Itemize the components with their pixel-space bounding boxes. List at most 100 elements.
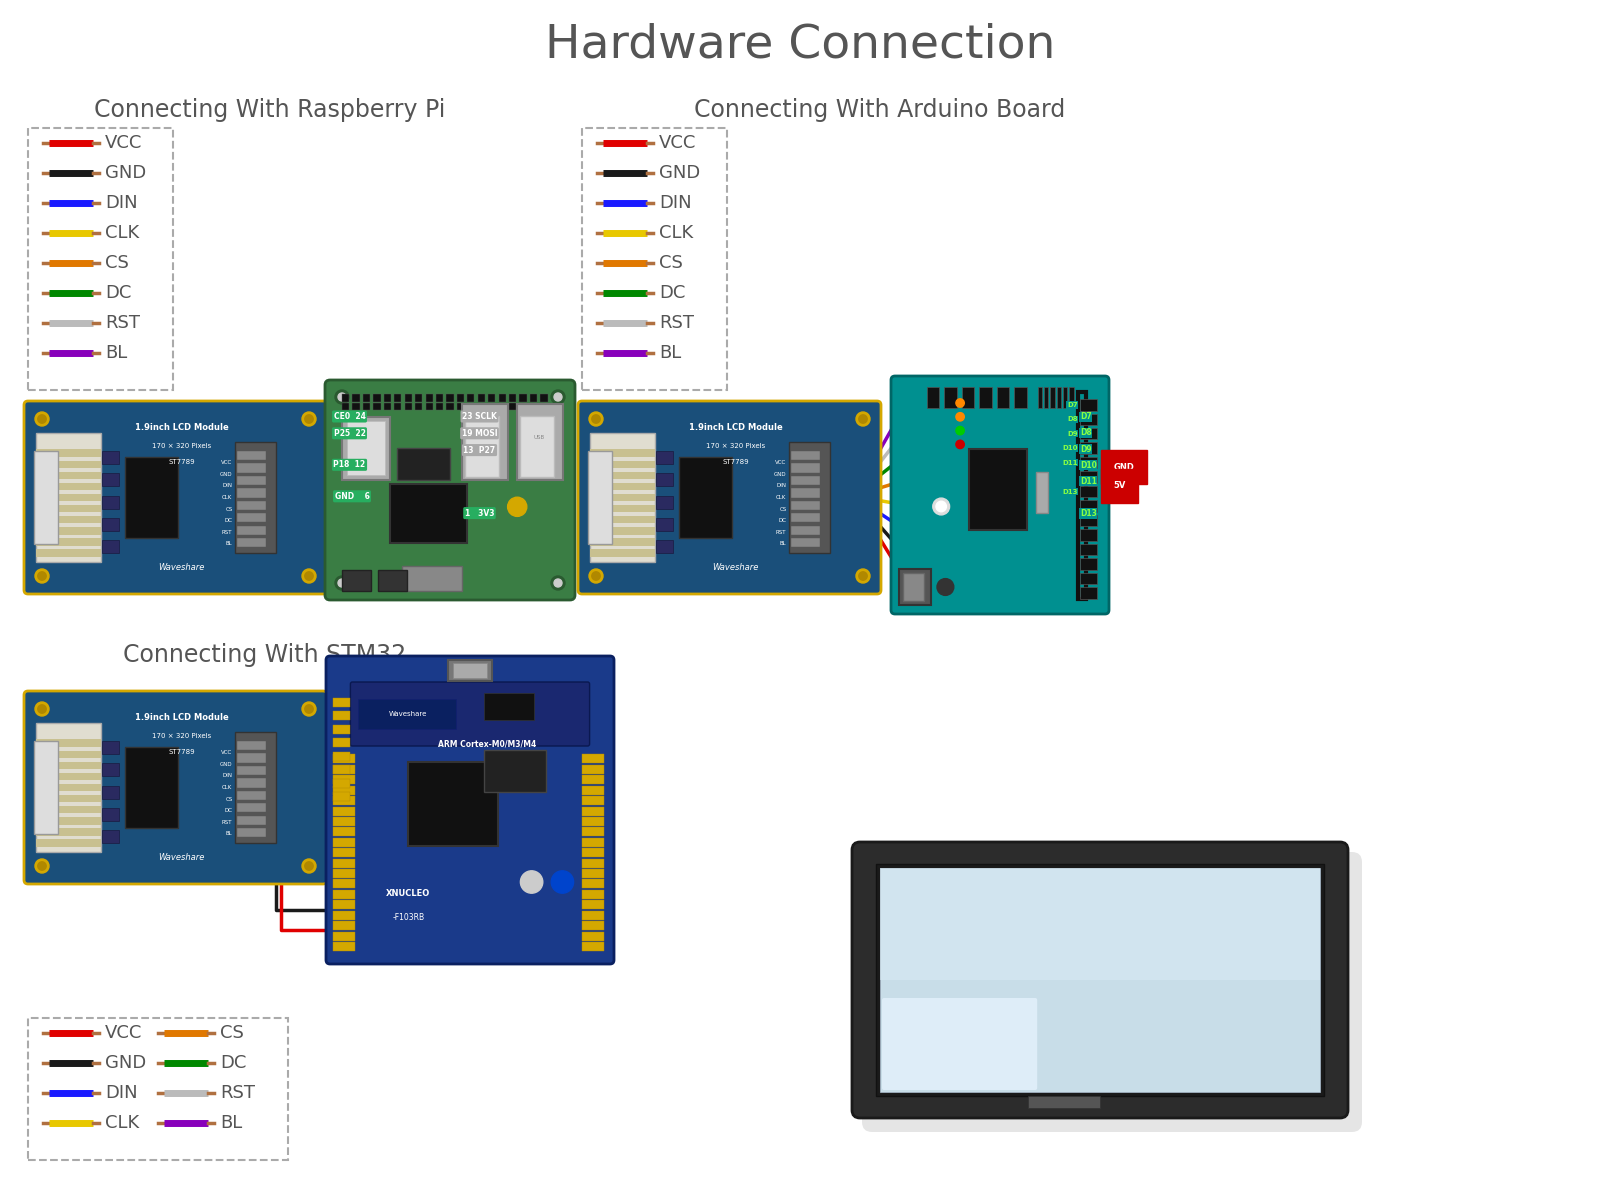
Bar: [235, 442, 275, 553]
Bar: [402, 565, 462, 590]
Bar: [1080, 544, 1096, 556]
Text: D13: D13: [1062, 488, 1078, 494]
Bar: [35, 538, 101, 546]
Bar: [35, 461, 101, 468]
Bar: [333, 764, 355, 774]
Bar: [237, 791, 266, 800]
Text: 1.9inch LCD Module: 1.9inch LCD Module: [134, 713, 229, 721]
Bar: [590, 505, 654, 512]
Bar: [333, 880, 355, 888]
Bar: [446, 403, 454, 410]
Bar: [342, 570, 371, 590]
Bar: [446, 395, 454, 402]
Bar: [414, 403, 422, 410]
Bar: [35, 516, 101, 523]
Text: DC: DC: [224, 518, 232, 523]
Bar: [237, 803, 266, 812]
Bar: [237, 463, 266, 473]
Text: GND: GND: [659, 163, 701, 181]
Text: Connecting With Arduino Board: Connecting With Arduino Board: [694, 98, 1066, 122]
Bar: [1078, 391, 1086, 599]
Bar: [35, 472, 101, 479]
Bar: [102, 474, 120, 486]
Bar: [488, 403, 496, 410]
FancyBboxPatch shape: [326, 656, 614, 964]
Bar: [1080, 414, 1096, 425]
Circle shape: [550, 871, 574, 893]
Circle shape: [38, 862, 46, 870]
Text: BL: BL: [659, 343, 682, 361]
Bar: [397, 448, 450, 480]
Bar: [435, 395, 443, 402]
Bar: [34, 742, 58, 834]
Bar: [926, 386, 939, 408]
Bar: [997, 386, 1010, 408]
Circle shape: [38, 415, 46, 424]
FancyBboxPatch shape: [851, 842, 1347, 1118]
FancyBboxPatch shape: [350, 682, 589, 746]
Bar: [426, 395, 432, 402]
Bar: [1027, 1096, 1101, 1108]
Bar: [462, 404, 507, 480]
Text: RST: RST: [222, 529, 232, 535]
Bar: [363, 403, 370, 410]
Bar: [373, 395, 381, 402]
Bar: [589, 451, 611, 544]
Text: DIN: DIN: [659, 193, 691, 211]
Circle shape: [550, 576, 565, 590]
Bar: [35, 817, 101, 824]
Bar: [35, 806, 101, 814]
Bar: [448, 660, 493, 680]
Text: BL: BL: [226, 832, 232, 836]
Bar: [333, 838, 355, 847]
Text: Waveshare: Waveshare: [158, 563, 205, 572]
Bar: [347, 421, 386, 475]
Bar: [790, 538, 819, 547]
Bar: [333, 817, 355, 826]
FancyBboxPatch shape: [325, 380, 574, 600]
Bar: [237, 816, 266, 824]
Circle shape: [856, 569, 870, 583]
Bar: [102, 808, 120, 821]
Circle shape: [334, 390, 349, 404]
Bar: [237, 514, 266, 522]
FancyBboxPatch shape: [882, 998, 1037, 1090]
FancyBboxPatch shape: [578, 401, 882, 594]
Bar: [1080, 400, 1096, 410]
Text: RST: RST: [776, 529, 787, 535]
Bar: [790, 488, 819, 498]
Bar: [237, 488, 266, 498]
Bar: [435, 403, 443, 410]
Bar: [384, 395, 390, 402]
Circle shape: [592, 571, 600, 581]
Bar: [499, 395, 506, 402]
Bar: [35, 494, 101, 502]
Text: CLK: CLK: [106, 1114, 139, 1132]
Circle shape: [35, 412, 50, 426]
Text: D11: D11: [1062, 460, 1078, 466]
Circle shape: [955, 426, 965, 434]
Text: GND: GND: [1114, 463, 1134, 472]
FancyBboxPatch shape: [24, 401, 326, 594]
Text: RST: RST: [221, 1084, 254, 1102]
Bar: [478, 403, 485, 410]
Bar: [880, 868, 1320, 1092]
Bar: [333, 900, 355, 910]
Bar: [1080, 558, 1096, 570]
Bar: [520, 415, 554, 476]
Bar: [790, 475, 819, 485]
Circle shape: [936, 502, 947, 511]
Circle shape: [507, 497, 526, 516]
Circle shape: [302, 569, 317, 583]
Bar: [582, 900, 605, 910]
Bar: [590, 450, 654, 457]
Bar: [582, 838, 605, 847]
Text: 5V: 5V: [1114, 481, 1126, 491]
Bar: [488, 395, 496, 402]
Text: 1.9inch LCD Module: 1.9inch LCD Module: [134, 422, 229, 432]
Bar: [590, 527, 654, 534]
Bar: [541, 403, 547, 410]
Text: Connecting With Raspberry Pi: Connecting With Raspberry Pi: [94, 98, 446, 122]
Bar: [237, 779, 266, 787]
Text: Hardware Connection: Hardware Connection: [546, 23, 1054, 67]
